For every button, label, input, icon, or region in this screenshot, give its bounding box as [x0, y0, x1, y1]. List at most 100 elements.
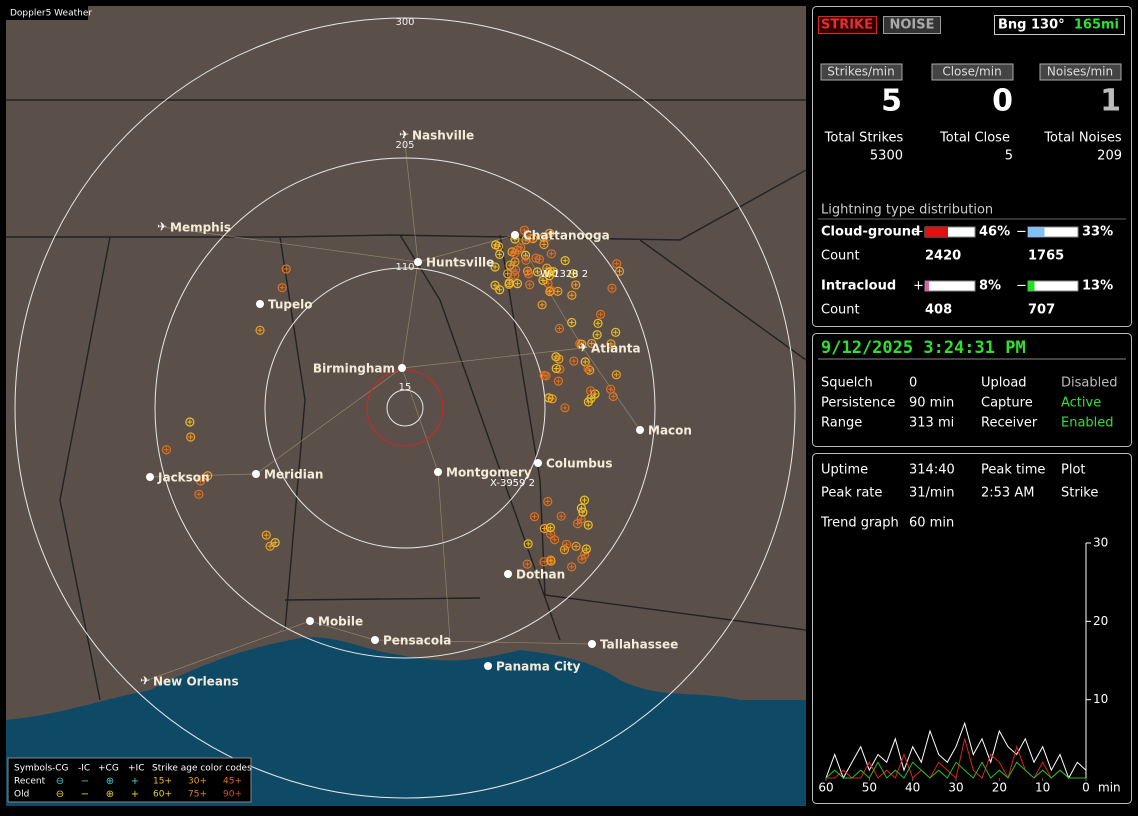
legend-header: Strike age color codes	[152, 764, 252, 774]
legend-age: 90+	[223, 790, 242, 800]
range-label: 110	[395, 262, 414, 273]
strike-symbol	[570, 271, 576, 277]
stat: Peak rate	[821, 486, 882, 501]
x-unit: min	[1098, 781, 1121, 795]
strike-symbol	[585, 365, 595, 375]
sign: +	[913, 279, 924, 294]
trend-line	[825, 721, 1087, 780]
total-value: 209	[1097, 149, 1122, 164]
borders	[6, 99, 806, 701]
datetime: 9/12/2025 3:24:31 PM	[821, 338, 1026, 358]
strike-symbol	[555, 378, 561, 384]
city-dot	[434, 468, 442, 476]
count-label: Count	[821, 249, 860, 264]
city-label: Panama City	[496, 660, 581, 674]
strike-symbol	[277, 283, 287, 293]
strike-symbol	[585, 399, 591, 405]
trend-value: 60 min	[909, 516, 954, 531]
strike-symbol	[567, 317, 577, 328]
strike-symbol	[536, 256, 542, 262]
strike-symbol	[506, 280, 512, 286]
strike-symbol	[579, 495, 590, 505]
noise-button[interactable]	[883, 16, 941, 34]
legend-age: 60+	[153, 790, 172, 800]
type-label: Cloud-ground	[821, 225, 920, 240]
strike-symbol	[196, 491, 202, 497]
strike-symbol	[594, 332, 600, 338]
count: 707	[1028, 303, 1055, 318]
x-tick-label: 40	[905, 781, 920, 795]
setting: 0	[909, 376, 917, 391]
city-label: Dothan	[516, 568, 565, 582]
strike-symbol	[185, 417, 195, 427]
strike-symbol	[562, 258, 568, 264]
x-tick-label: 60	[818, 781, 833, 795]
noise-button-label: NOISE	[889, 18, 934, 33]
strike-symbol	[577, 554, 587, 564]
sign: +	[913, 225, 924, 240]
airport-icon: ✈	[399, 128, 409, 142]
strike-symbol	[613, 372, 619, 378]
strike-symbol	[521, 227, 527, 233]
strike-symbol	[573, 282, 579, 288]
strike-symbol	[571, 358, 577, 364]
strike-symbol	[547, 394, 557, 404]
strike-symbol	[553, 376, 564, 386]
city-label: Mobile	[318, 615, 363, 629]
stat: Plot	[1061, 463, 1086, 478]
legend-symbol: +	[131, 776, 139, 787]
strike-symbol	[607, 283, 617, 293]
title-bg	[6, 6, 88, 20]
strike-symbol	[531, 514, 537, 520]
rate-label-box	[820, 63, 903, 81]
strike-symbol	[614, 266, 625, 276]
strike-symbol	[569, 356, 579, 366]
percent: 8%	[979, 279, 1001, 294]
strike-symbol	[534, 254, 545, 264]
city-dot	[306, 617, 314, 625]
strike-symbol	[539, 523, 549, 534]
strike-symbol	[505, 271, 511, 277]
trend-line	[825, 761, 1086, 779]
strike-symbol	[561, 547, 567, 553]
city-label: Macon	[648, 424, 692, 438]
strike-symbol	[518, 245, 524, 251]
strike-symbol	[537, 300, 547, 310]
strike-symbol	[579, 556, 585, 562]
strike-symbol	[534, 269, 540, 275]
sign: −	[1016, 279, 1027, 294]
bar	[925, 227, 948, 237]
setting: 313 mi	[909, 416, 954, 431]
trend-label: Trend graph	[820, 516, 899, 531]
strike-symbol	[610, 394, 616, 400]
strike-symbol	[553, 365, 559, 371]
panels	[812, 6, 1132, 804]
range-label: 300	[395, 17, 414, 28]
strike-button[interactable]	[818, 16, 877, 34]
strike-symbol	[512, 259, 518, 265]
count: 408	[925, 303, 952, 318]
legend-header: -CG	[52, 764, 69, 774]
strike-symbol	[492, 264, 498, 270]
strike-symbol	[608, 391, 618, 402]
x-tick-label: 0	[1082, 781, 1090, 795]
strike-symbol	[493, 242, 499, 248]
strike-symbol	[272, 540, 278, 546]
strike-symbol	[503, 269, 513, 279]
stat: Peak time	[981, 463, 1045, 478]
strike-symbol	[581, 544, 591, 554]
strike-symbol	[580, 509, 586, 515]
bearing: Bng 130°	[998, 18, 1065, 33]
strike-symbol	[490, 262, 500, 272]
strike-symbol	[593, 318, 603, 329]
strike-symbol	[545, 523, 555, 533]
strike-symbol	[187, 419, 193, 425]
type-label: Intracloud	[821, 279, 896, 294]
airport-icon: ✈	[578, 341, 588, 355]
setting: Upload	[981, 376, 1027, 391]
legend-box	[7, 757, 252, 803]
legend-age: 45+	[223, 777, 242, 787]
strike-symbol	[541, 371, 551, 381]
city-dot	[484, 662, 492, 670]
